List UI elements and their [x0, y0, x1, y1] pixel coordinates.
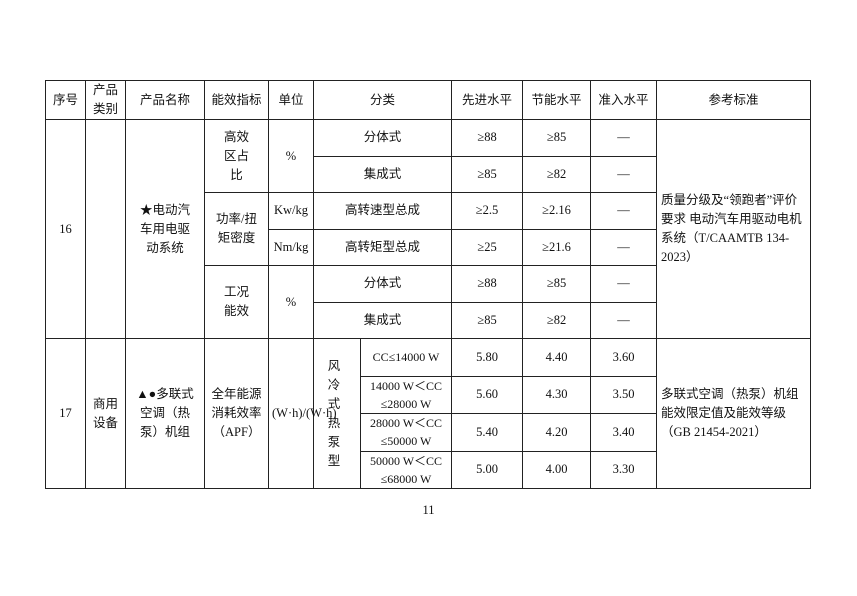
advanced-value: ≥25: [451, 228, 524, 266]
entry-value: —: [590, 155, 658, 193]
advanced-value: 5.60: [451, 375, 524, 414]
row-reference: 质量分级及“领跑者”评价要求 电动汽车用驱动电机系统（T/CAAMTB 134-…: [656, 119, 812, 339]
row-class: 28000 W＜CC ≤50000 W: [359, 413, 453, 452]
saving-value: 4.00: [522, 450, 592, 489]
row-no: 17: [45, 338, 86, 489]
page-number: 11: [422, 503, 435, 517]
row-class: 50000 W＜CC ≤68000 W: [359, 450, 453, 489]
table-row: 集成式 ≥85 ≥82 —: [46, 155, 811, 193]
entry-value: 3.30: [590, 450, 658, 489]
row-indicator: 功率/扭矩密度: [204, 192, 269, 266]
row-unit: %: [268, 265, 314, 339]
row-class: CC≤14000 W: [359, 338, 453, 377]
row-class: 高转矩型总成: [312, 228, 453, 266]
table-row: 28000 W＜CC ≤50000 W 5.40 4.20 3.40: [46, 413, 811, 452]
row-class: 14000 W＜CC ≤28000 W: [359, 375, 453, 414]
row-indicator: 全年能源消耗效率（APF）: [204, 338, 269, 489]
row-class: 高转速型总成: [312, 192, 453, 230]
row-category: 商用设备: [85, 338, 126, 489]
entry-value: —: [590, 301, 658, 339]
row-class: 集成式: [312, 155, 453, 193]
entry-value: —: [590, 192, 658, 230]
row-class: 集成式: [312, 301, 453, 339]
saving-value: 4.40: [522, 338, 592, 377]
row-indicator: 工况能效: [204, 265, 269, 339]
header-row: 序号 产品类别 产品名称 能效指标 单位 分类 先进水平 节能水平 准入水平 参…: [45, 80, 812, 120]
table-row: 50000 W＜CC ≤68000 W 5.00 4.00 3.30: [46, 450, 811, 489]
row-name: ▲●多联式空调（热泵）机组: [125, 338, 205, 489]
saving-value: ≥82: [522, 155, 592, 193]
saving-value: ≥85: [522, 265, 592, 303]
advanced-value: ≥2.5: [451, 192, 524, 230]
table-row: 17 商用设备 ▲●多联式空调（热泵）机组 全年能源消耗效率（APF） (W·h…: [45, 338, 812, 489]
saving-value: ≥2.16: [522, 192, 592, 230]
header-category: 产品类别: [85, 80, 126, 120]
entry-value: 3.50: [590, 375, 658, 414]
header-unit: 单位: [268, 80, 314, 120]
header-name: 产品名称: [125, 80, 205, 120]
efficiency-table: 序号 产品类别 产品名称 能效指标 单位 分类 先进水平 节能水平 准入水平 参…: [45, 80, 812, 489]
row-indicator: 高效区占比: [204, 119, 269, 193]
saving-value: 4.30: [522, 375, 592, 414]
table-row: 工况能效 % 分体式 ≥88 ≥85 —: [46, 265, 811, 339]
table-row: 14000 W＜CC ≤28000 W 5.60 4.30 3.50: [46, 375, 811, 414]
row-no: 16: [45, 119, 86, 339]
row-category: [85, 119, 126, 339]
row-class: 分体式: [312, 265, 453, 303]
entry-value: —: [590, 119, 658, 157]
advanced-value: ≥85: [451, 301, 524, 339]
advanced-value: ≥85: [451, 155, 524, 193]
entry-value: —: [590, 228, 658, 266]
table-row: 16 ★电动汽车用电驱动系统 高效区占比 % 分体式 ≥88 ≥85 — 质量分…: [45, 119, 812, 339]
row-unit: %: [268, 119, 314, 193]
entry-value: 3.60: [590, 338, 658, 377]
advanced-value: 5.80: [451, 338, 524, 377]
header-reference: 参考标准: [656, 80, 812, 120]
header-saving: 节能水平: [522, 80, 592, 120]
advanced-value: ≥88: [451, 119, 524, 157]
row-name: ★电动汽车用电驱动系统: [125, 119, 205, 339]
header-advanced: 先进水平: [451, 80, 524, 120]
row-reference: 多联式空调（热泵）机组能效限定值及能效等级（GB 21454-2021）: [656, 338, 812, 489]
row-unit: Nm/kg: [268, 228, 314, 266]
header-entry: 准入水平: [590, 80, 658, 120]
entry-value: 3.40: [590, 413, 658, 452]
header-class: 分类: [312, 80, 453, 120]
saving-value: ≥82: [522, 301, 592, 339]
saving-value: 4.20: [522, 413, 592, 452]
advanced-value: ≥88: [451, 265, 524, 303]
entry-value: —: [590, 265, 658, 303]
row-class: 分体式: [312, 119, 453, 157]
header-indicator: 能效指标: [204, 80, 269, 120]
advanced-value: 5.40: [451, 413, 524, 452]
row-unit: Kw/kg: [268, 192, 314, 230]
header-no: 序号: [45, 80, 86, 120]
row-unit: (W·h)/(W·h): [268, 338, 337, 489]
saving-value: ≥85: [522, 119, 592, 157]
advanced-value: 5.00: [451, 450, 524, 489]
saving-value: ≥21.6: [522, 228, 592, 266]
